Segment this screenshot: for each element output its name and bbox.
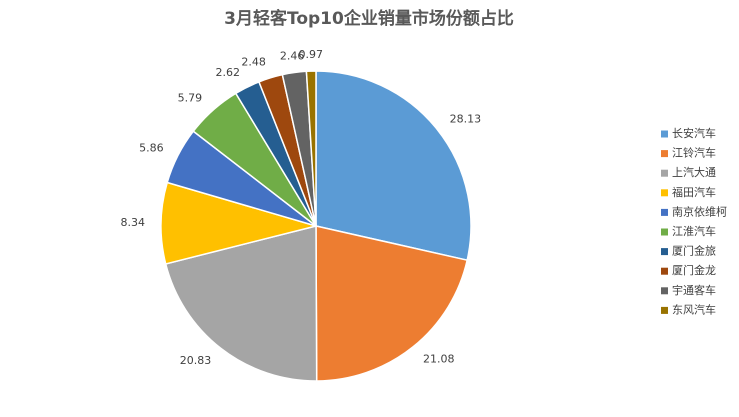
legend-label: 东风汽车 bbox=[672, 302, 716, 316]
legend-swatch bbox=[661, 267, 668, 275]
data-label: 2.48 bbox=[241, 56, 266, 69]
data-label: 21.08 bbox=[423, 352, 455, 365]
legend-swatch bbox=[661, 306, 668, 314]
pie-slice bbox=[315, 70, 472, 262]
legend-label: 厦门金龙 bbox=[672, 263, 716, 277]
legend-label: 厦门金旅 bbox=[672, 244, 716, 258]
legend-swatch bbox=[661, 150, 668, 158]
legend-label: 上汽大通 bbox=[672, 165, 716, 179]
legend-swatch bbox=[661, 248, 668, 256]
legend-swatch bbox=[661, 169, 668, 177]
legend-swatch bbox=[661, 228, 668, 236]
data-label: 5.79 bbox=[178, 91, 203, 104]
data-label: 20.83 bbox=[180, 354, 212, 367]
data-label: 0.97 bbox=[298, 48, 323, 61]
legend-label: 福田汽车 bbox=[672, 185, 716, 199]
legend-label: 长安汽车 bbox=[672, 126, 716, 140]
data-label: 2.62 bbox=[216, 66, 241, 79]
data-label: 8.34 bbox=[121, 216, 146, 229]
data-label: 2.46 bbox=[280, 50, 305, 63]
chart-title: 3月轻客Top10企业销量市场份额占比 bbox=[224, 8, 514, 29]
legend-label: 南京依维柯 bbox=[672, 204, 727, 218]
legend-swatch bbox=[661, 130, 668, 138]
legend-label: 宇通客车 bbox=[672, 283, 716, 297]
pie-slice bbox=[305, 70, 317, 227]
legend-label: 江淮汽车 bbox=[672, 224, 716, 238]
legend-swatch bbox=[661, 287, 668, 295]
legend-swatch bbox=[661, 189, 668, 197]
data-label: 28.13 bbox=[450, 112, 482, 125]
legend-swatch bbox=[661, 208, 668, 216]
pie-slice bbox=[164, 225, 318, 382]
pie-slice bbox=[315, 225, 469, 382]
data-label: 5.86 bbox=[139, 141, 164, 154]
legend-label: 江铃汽车 bbox=[672, 146, 716, 160]
